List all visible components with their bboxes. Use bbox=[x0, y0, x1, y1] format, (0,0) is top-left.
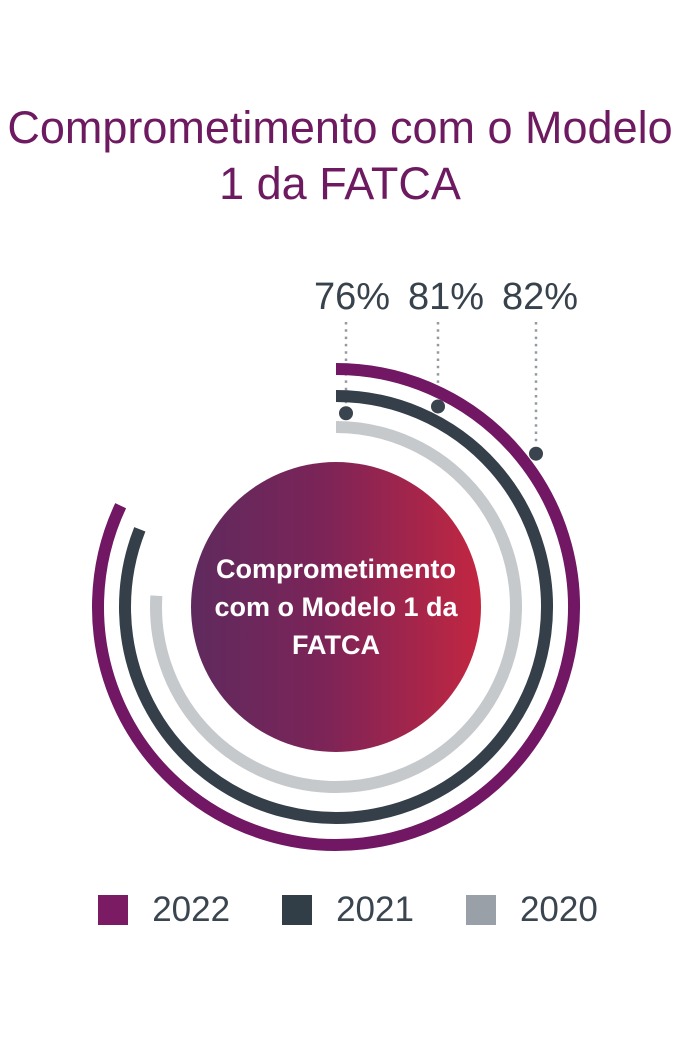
legend-label-2022: 2022 bbox=[152, 890, 231, 929]
percent-label-2020: 76% bbox=[313, 276, 391, 318]
callout-dot-2022 bbox=[529, 446, 543, 461]
legend-item-2021: 2021 bbox=[282, 890, 414, 929]
gauge-arc-2021 bbox=[119, 390, 553, 824]
percent-label-2021: 81% bbox=[407, 276, 485, 318]
gauge-arc-2020 bbox=[150, 421, 522, 793]
center-circle-label: Comprometimento com o Modelo 1 da FATCA bbox=[214, 554, 458, 660]
legend-swatch-2022 bbox=[98, 895, 129, 925]
center-circle: Comprometimento com o Modelo 1 da FATCA bbox=[191, 462, 481, 752]
legend-label-2021: 2021 bbox=[336, 890, 414, 929]
gauge-arc-2022 bbox=[92, 363, 580, 851]
legend-label-2020: 2020 bbox=[519, 890, 598, 929]
legend: 2022 2021 2020 bbox=[0, 890, 696, 929]
callout-dot-2021 bbox=[431, 399, 445, 414]
legend-swatch-2020 bbox=[465, 895, 496, 925]
legend-item-2022: 2022 bbox=[98, 890, 231, 929]
callout-dot-2020 bbox=[339, 406, 353, 421]
legend-item-2020: 2020 bbox=[465, 890, 598, 929]
legend-swatch-2021 bbox=[282, 895, 313, 925]
percent-label-2022: 82% bbox=[501, 276, 579, 318]
page-title: Comprometimento com o Modelo 1 da FATCA bbox=[7, 102, 673, 209]
